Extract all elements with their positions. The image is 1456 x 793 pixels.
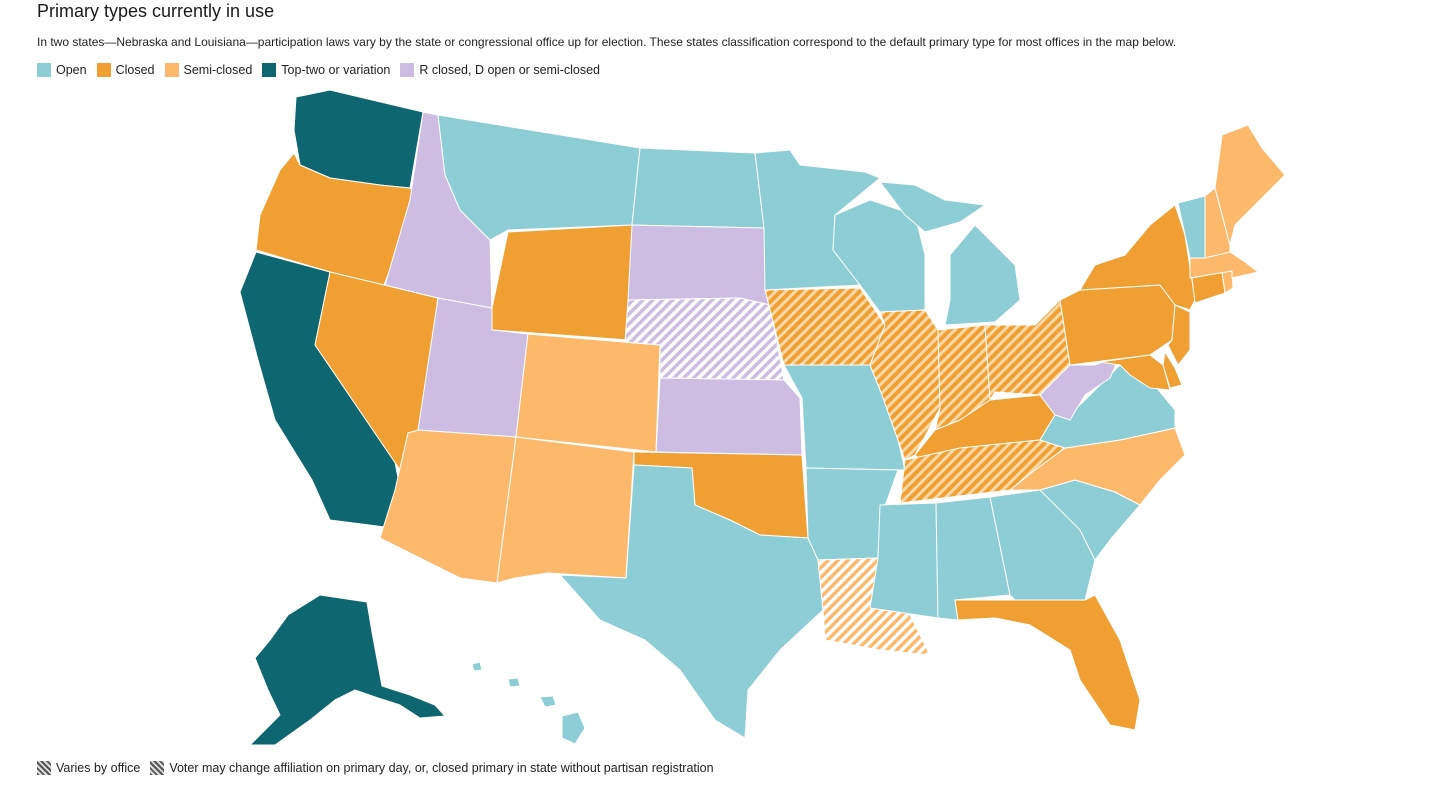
state-hawaii-kauai[interactable] xyxy=(471,661,483,672)
state-north-carolina[interactable] xyxy=(1009,427,1186,506)
legend-label-r-closed-d-open: R closed, D open or semi-closed xyxy=(419,63,601,77)
state-iowa[interactable] xyxy=(764,287,886,366)
legend-swatch-closed xyxy=(96,63,111,77)
state-michigan[interactable] xyxy=(944,224,1021,326)
state-maryland[interactable] xyxy=(1099,354,1171,391)
state-north-dakota[interactable] xyxy=(631,147,765,229)
state-new-mexico[interactable] xyxy=(496,436,635,584)
legend-item-r-closed-d-open: R closed, D open or semi-closed xyxy=(400,63,600,77)
state-delaware[interactable] xyxy=(1162,351,1183,389)
state-vermont[interactable] xyxy=(1177,195,1206,259)
legend-label-closed: Closed xyxy=(115,63,155,77)
state-hawaii-oahu[interactable] xyxy=(507,677,521,688)
legend-swatch-semi-closed xyxy=(164,63,179,77)
legend-item-semi-closed: Semi-closed xyxy=(164,63,253,77)
legend-swatch-open xyxy=(37,63,51,77)
legend-label-top-two: Top-two or variation xyxy=(281,63,391,77)
hatch-label-varies: Varies by office xyxy=(56,761,141,775)
legend-item-open: Open xyxy=(37,63,87,77)
state-hawaii[interactable] xyxy=(561,711,586,745)
state-pennsylvania[interactable] xyxy=(1059,284,1176,366)
state-michigan-up[interactable] xyxy=(879,181,986,233)
state-texas[interactable] xyxy=(559,464,824,739)
hatch-legend-item-varies: Varies by office xyxy=(37,761,140,775)
hatch-label-affiliation: Voter may change affiliation on primary … xyxy=(169,761,714,775)
state-south-dakota[interactable] xyxy=(627,224,771,306)
legend-swatch-top-two xyxy=(262,63,277,77)
legend-label-semi-closed: Semi-closed xyxy=(183,63,253,77)
hatch-swatch-affiliation xyxy=(150,761,165,775)
state-alaska[interactable] xyxy=(249,594,446,746)
state-maine[interactable] xyxy=(1214,124,1286,246)
state-new-hampshire[interactable] xyxy=(1204,187,1231,259)
state-massachusetts[interactable] xyxy=(1189,251,1259,279)
legend-swatch-r-closed-d-open xyxy=(400,63,415,77)
state-wyoming[interactable] xyxy=(491,224,633,341)
page-title: Primary types currently in use xyxy=(37,1,275,21)
legend-item-top-two: Top-two or variation xyxy=(262,63,390,77)
hatch-legend: Varies by office Voter may change affili… xyxy=(37,761,724,775)
state-west-virginia[interactable] xyxy=(1039,354,1121,421)
hatch-legend-item-affiliation: Voter may change affiliation on primary … xyxy=(150,761,714,775)
state-hawaii-maui[interactable] xyxy=(539,695,557,708)
state-colorado[interactable] xyxy=(515,333,661,453)
state-new-jersey[interactable] xyxy=(1167,304,1191,366)
legend: Open Closed Semi-closed Top-two or varia… xyxy=(37,63,610,77)
state-illinois[interactable] xyxy=(869,309,941,461)
state-kansas[interactable] xyxy=(655,377,803,456)
state-mississippi[interactable] xyxy=(869,502,939,619)
legend-label-open: Open xyxy=(56,63,87,77)
legend-item-closed: Closed xyxy=(96,63,155,77)
state-florida[interactable] xyxy=(954,594,1141,731)
hatch-swatch-varies xyxy=(37,761,51,775)
subtitle: In two states—Nebraska and Louisiana—par… xyxy=(37,35,1177,49)
